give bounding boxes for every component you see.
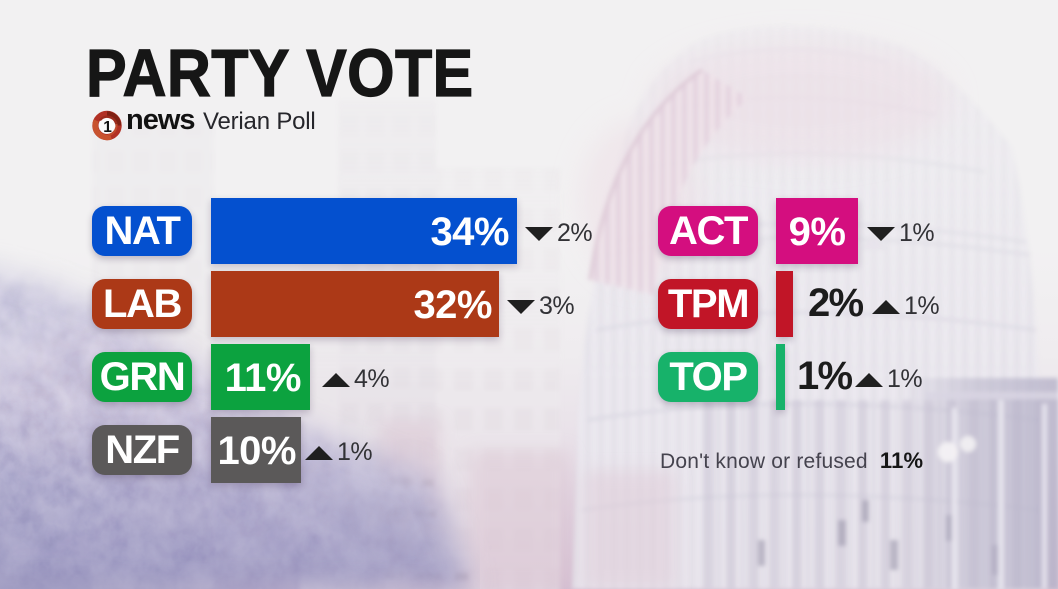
svg-text:1: 1 <box>103 119 112 136</box>
